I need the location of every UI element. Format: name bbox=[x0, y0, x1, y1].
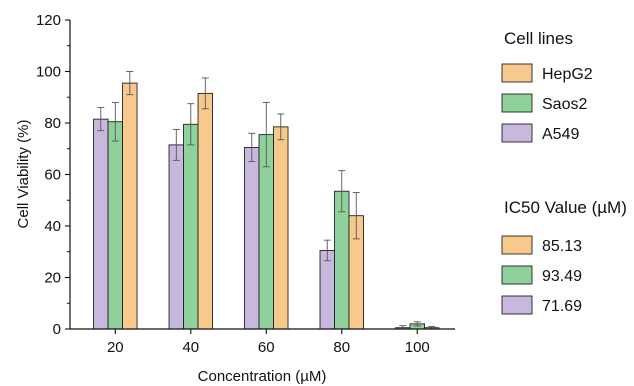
bar-a549-40 bbox=[168, 144, 184, 330]
x-tick-label-60: 60 bbox=[258, 339, 275, 356]
legend: Cell lines HepG2 Saos2 A549 IC50 Value (µM) 8… bbox=[501, 29, 627, 315]
y-tick-label-80: 80 bbox=[44, 115, 61, 132]
legend-ic50-title: IC50 Value (µM) bbox=[504, 198, 627, 217]
x-tick-label-20: 20 bbox=[107, 339, 124, 356]
legend-ic50-label-71.69: 71.69 bbox=[542, 298, 582, 315]
y-tick-label-120: 120 bbox=[36, 12, 61, 29]
legend-cell-lines-swatch-HepG2 bbox=[501, 63, 533, 83]
y-tick-label-0: 0 bbox=[53, 321, 61, 338]
legend-ic50-label-85.13: 85.13 bbox=[542, 238, 582, 255]
bar-hepg2-20 bbox=[122, 82, 138, 330]
y-tick-label-40: 40 bbox=[44, 218, 61, 235]
legend-cell-lines-label-HepG2: HepG2 bbox=[542, 66, 593, 83]
legend-cell-lines-title: Cell lines bbox=[504, 29, 573, 48]
legend-ic50-label-93.49: 93.49 bbox=[542, 268, 582, 285]
bar-a549-80 bbox=[319, 250, 335, 330]
bar-saos2-20 bbox=[107, 121, 123, 330]
x-tick-label-40: 40 bbox=[182, 339, 199, 356]
plot-area bbox=[93, 71, 440, 330]
bar-saos2-40 bbox=[183, 123, 199, 330]
x-tick-label-100: 100 bbox=[405, 339, 430, 356]
legend-cell-lines-label-A549: A549 bbox=[542, 126, 579, 143]
x-tick-label-80: 80 bbox=[333, 339, 350, 356]
legend-ic50-swatch-93.49 bbox=[501, 265, 533, 285]
legend-cell-lines-swatch-A549 bbox=[501, 123, 533, 143]
legend-cell-lines-swatch-Saos2 bbox=[501, 93, 533, 113]
legend-cell-lines-label-Saos2: Saos2 bbox=[542, 96, 587, 113]
y-tick-label-60: 60 bbox=[44, 167, 61, 184]
legend-ic50-swatch-71.69 bbox=[501, 295, 533, 315]
legend-ic50-swatch-85.13 bbox=[501, 235, 533, 255]
y-tick-label-100: 100 bbox=[36, 64, 61, 81]
bar-hepg2-40 bbox=[197, 92, 213, 330]
y-axis-title: Cell Viability (%) bbox=[15, 120, 32, 229]
bar-a549-20 bbox=[93, 118, 109, 330]
axes: 0 20 40 60 80 100 120 20 40 60 80 100 bbox=[36, 12, 455, 356]
bar-hepg2-60 bbox=[273, 126, 289, 330]
x-axis-title: Concentration (µM) bbox=[198, 368, 327, 385]
y-tick-label-20: 20 bbox=[44, 270, 61, 287]
bar-a549-60 bbox=[244, 147, 260, 330]
